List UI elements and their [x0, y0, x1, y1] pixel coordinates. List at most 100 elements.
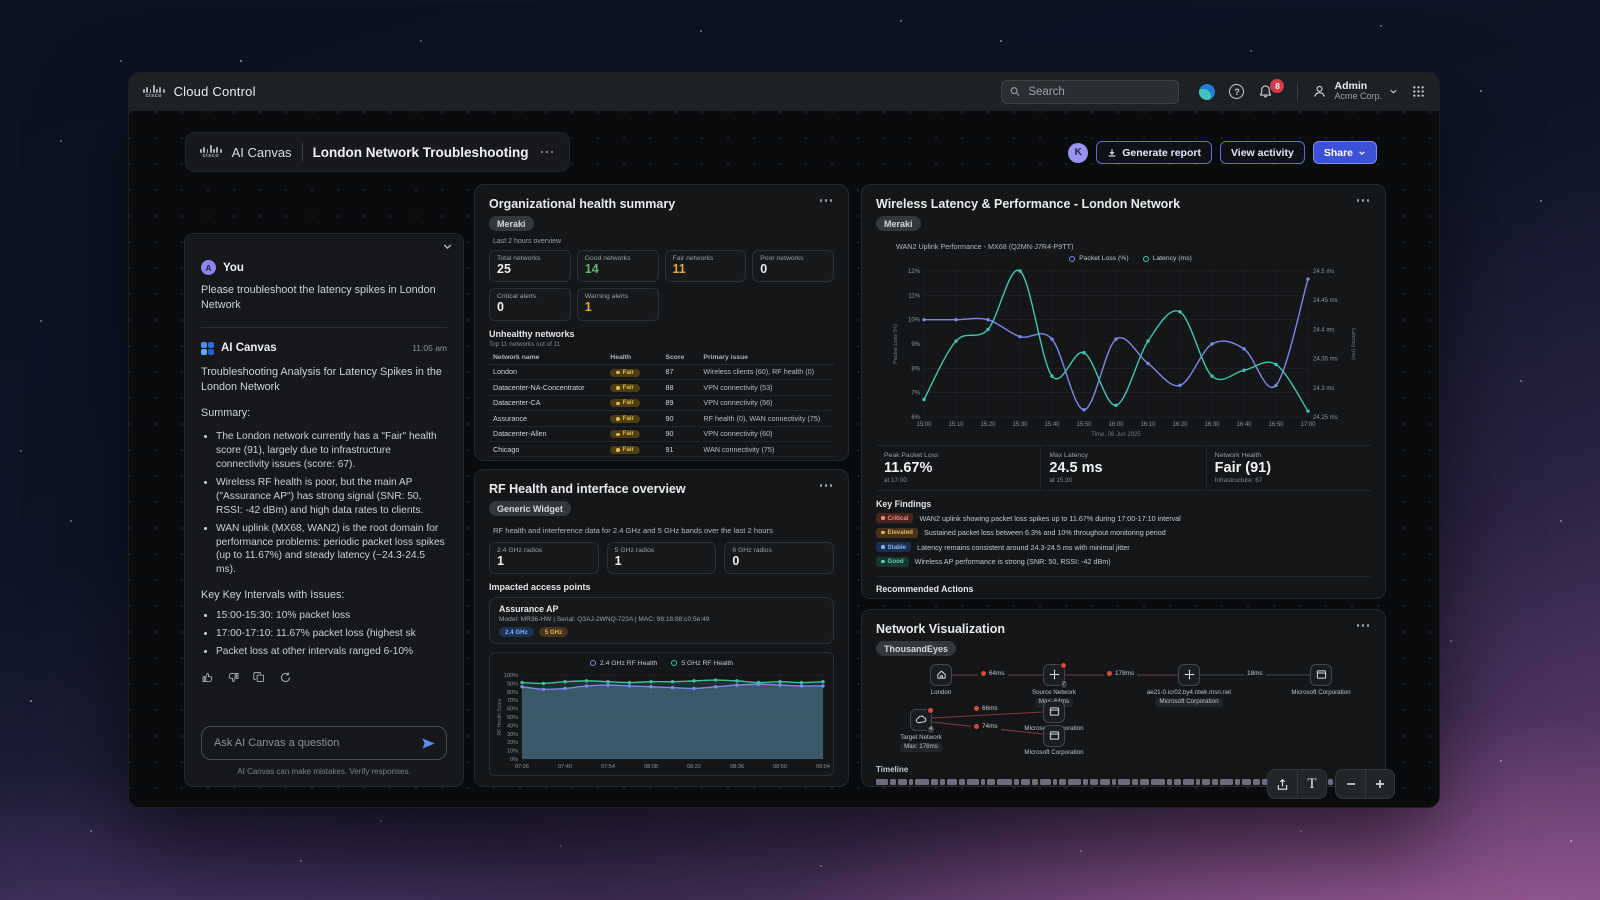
- table-row[interactable]: Teleworker Maribel PerryFair91VPN connec…: [489, 456, 834, 460]
- copy-icon[interactable]: [253, 671, 266, 684]
- node-microsoft-corp[interactable]: [1310, 663, 1332, 686]
- app-window: cisco Cloud Control 8 Admin Acme Corp.: [128, 72, 1440, 808]
- panel-menu-icon[interactable]: [1355, 622, 1372, 629]
- edge-label: 178ms: [1104, 669, 1138, 677]
- regenerate-icon[interactable]: [279, 671, 292, 684]
- count-badge: 4: [926, 725, 935, 734]
- svg-text:60%: 60%: [507, 707, 518, 713]
- score-cell: 91: [661, 456, 700, 460]
- edge-label: 18ms: [1244, 669, 1266, 677]
- minus-icon: [1346, 783, 1355, 785]
- table-row[interactable]: London Fair 87 Wireless clients (60), RF he…: [489, 364, 834, 381]
- timeline-segment: [967, 778, 979, 785]
- error-badge: [927, 706, 934, 714]
- apps-grid-button[interactable]: [1412, 85, 1425, 98]
- timeline-segment: [1220, 778, 1233, 785]
- networks-table-body: London Fair 87 Wireless clients (60), RF he…: [489, 364, 834, 460]
- key-finding-row: Critical WAN2 uplink showing packet loss …: [876, 513, 1371, 524]
- thumbs-up-icon[interactable]: [201, 671, 214, 684]
- ai-canvas-logo: [201, 341, 214, 355]
- search-input[interactable]: [1026, 84, 1171, 99]
- zoom-in-button[interactable]: [1365, 770, 1394, 798]
- text-tool-button[interactable]: T: [1297, 770, 1326, 798]
- collaborator-avatar[interactable]: K: [1068, 142, 1089, 163]
- summary-label: Summary:: [201, 406, 251, 419]
- node-microsoft-corp-3[interactable]: [1043, 724, 1065, 747]
- view-activity-button[interactable]: View activity: [1219, 141, 1305, 164]
- search-box[interactable]: [1001, 79, 1180, 104]
- health-cell: Fair: [606, 379, 662, 396]
- svg-text:7%: 7%: [911, 390, 920, 396]
- network-name-cell: Datacenter-NA-Concentrator: [489, 379, 607, 396]
- svg-text:30%: 30%: [507, 732, 518, 738]
- primary-issue-cell: Wireless clients (60), RF health (0): [699, 364, 834, 381]
- chat-panel: A You Please troubleshoot the latency sp…: [184, 233, 464, 787]
- timeline-label: Timeline: [876, 764, 909, 774]
- svg-text:24.45 ms: 24.45 ms: [1313, 298, 1338, 304]
- timeline-segment: [1112, 778, 1116, 785]
- legend-item: Latency (ms): [1142, 255, 1192, 262]
- message-actions: [201, 671, 447, 684]
- node-london[interactable]: [930, 663, 952, 686]
- stat-network-health: Network Health Fair (91) Infrastructure: 6…: [1205, 445, 1371, 490]
- table-row[interactable]: Chicago Fair 91 WAN connectivity (75): [489, 441, 834, 458]
- summary-item: Wireless RF health is poor, but the main…: [216, 476, 447, 518]
- panel-menu-icon[interactable]: [1355, 197, 1372, 204]
- document-menu-icon[interactable]: [539, 149, 556, 156]
- table-row[interactable]: Datacenter-NA-Concentrator Fair 88 VPN conn…: [489, 379, 834, 396]
- ai-message-header: AI Canvas 11:05 am: [201, 341, 447, 355]
- chat-input[interactable]: [212, 736, 413, 750]
- panel-title: Wireless Latency & Performance - London …: [876, 197, 1181, 211]
- divider: [201, 326, 447, 328]
- generate-report-button[interactable]: Generate report: [1096, 141, 1212, 164]
- user-avatar: A: [201, 260, 216, 275]
- export-icon: [1277, 778, 1288, 790]
- node-source-network[interactable]: 7: [1043, 661, 1068, 689]
- svg-text:9%: 9%: [911, 342, 920, 348]
- send-icon[interactable]: [421, 737, 436, 750]
- svg-text:6%: 6%: [911, 415, 920, 421]
- chat-input-box[interactable]: [201, 726, 447, 760]
- legend-dot-icon: [671, 660, 678, 667]
- table-row[interactable]: Datacenter-Allen Fair 90 VPN connectivity (…: [489, 426, 834, 442]
- node-msn-router[interactable]: [1178, 663, 1200, 686]
- notifications-button[interactable]: 8: [1258, 79, 1285, 99]
- primary-issue-cell: VPN connectivity (53): [699, 379, 834, 396]
- node-label: Target Network Max: 178ms: [900, 733, 942, 752]
- network-name-cell: London: [489, 364, 607, 381]
- timeline-segment: [959, 778, 965, 785]
- window-icon: [1316, 670, 1326, 679]
- svg-text:16:10: 16:10: [1140, 422, 1156, 428]
- panel-menu-icon[interactable]: [818, 482, 835, 489]
- collapse-chevron-icon[interactable]: [442, 241, 453, 252]
- node-microsoft-corp-2[interactable]: [1043, 700, 1065, 723]
- legend-item: 5 GHz RF Health: [671, 660, 733, 667]
- edge-label: 64ms: [978, 669, 1008, 677]
- stat-card: 5 GHz radios 1: [606, 541, 717, 575]
- stat-card: Fair networks 11: [664, 249, 747, 283]
- svg-text:24.25 ms: 24.25 ms: [1313, 415, 1338, 421]
- svg-text:0%: 0%: [510, 757, 518, 763]
- svg-text:RF Health Score: RF Health Score: [497, 698, 503, 735]
- thumbs-down-icon[interactable]: [227, 671, 240, 684]
- svg-text:16:00: 16:00: [1108, 422, 1124, 428]
- access-point-card[interactable]: Assurance AP Model: MR36-HW | Serial: Q3…: [489, 597, 834, 645]
- unhealthy-networks-title: Unhealthy networks: [489, 328, 575, 339]
- share-button[interactable]: Share: [1312, 141, 1377, 164]
- theme-toggle-icon[interactable]: [1199, 83, 1216, 100]
- table-row[interactable]: Datacenter-CA Fair 89 VPN connectivity (56): [489, 395, 834, 412]
- table-row[interactable]: Assurance Fair 90 RF health (0), WAN connec…: [489, 410, 834, 427]
- severity-badge: Stable: [876, 542, 912, 553]
- health-badge: Fair: [610, 368, 640, 377]
- source-badge: Generic Widget: [489, 501, 571, 516]
- panel-menu-icon[interactable]: [818, 197, 835, 204]
- timeline-segment: [1059, 778, 1066, 785]
- node-target-network[interactable]: 4: [910, 706, 935, 734]
- user-menu[interactable]: Admin Acme Corp.: [1312, 80, 1398, 102]
- recommended-actions: Recommended Actions Investigate WAN2 upl…: [876, 575, 1371, 598]
- export-button[interactable]: [1268, 770, 1297, 798]
- help-icon[interactable]: [1229, 84, 1245, 99]
- chevron-down-icon: [1390, 89, 1397, 94]
- svg-text:08:08: 08:08: [644, 764, 658, 770]
- zoom-out-button[interactable]: [1336, 770, 1365, 798]
